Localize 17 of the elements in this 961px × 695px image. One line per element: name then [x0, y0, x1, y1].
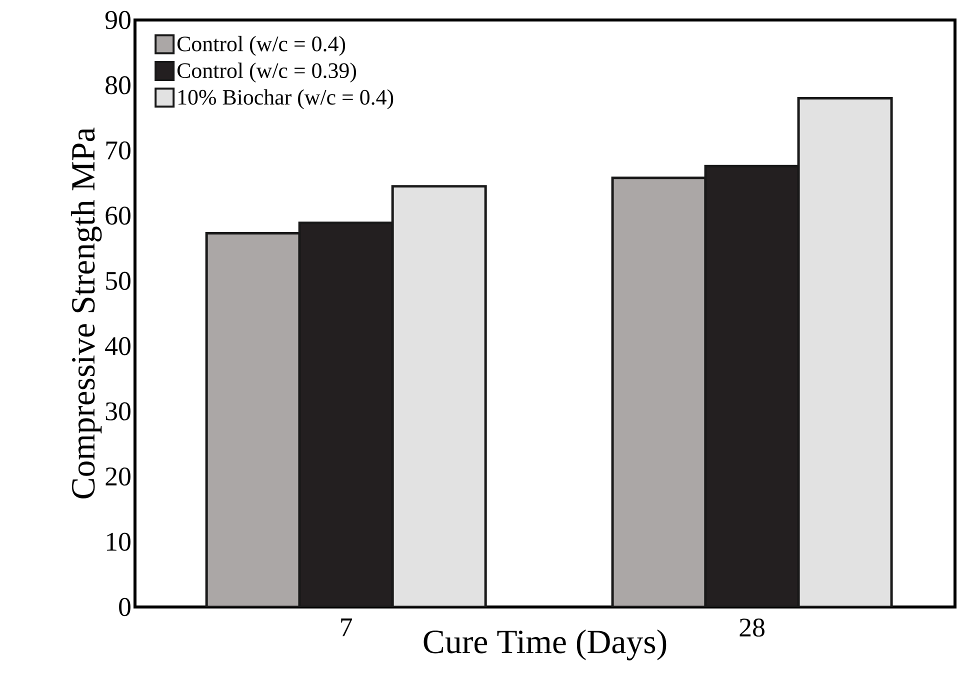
x-tick-label: 28 [740, 618, 764, 637]
y-tick-label: 10 [106, 532, 130, 551]
y-tick-label: 50 [106, 272, 130, 290]
y-tick-label: 0 [119, 598, 130, 616]
legend-label: Control (w/c = 0.39) [177, 62, 356, 82]
y-tick-label: 40 [105, 337, 130, 356]
y-tick-label: 20 [106, 467, 130, 486]
y-tick-label: 90 [105, 10, 130, 30]
y-tick-label: 70 [106, 141, 130, 160]
y-tick-label: 60 [106, 206, 130, 225]
y-tick-label: 30 [106, 402, 130, 420]
x-tick-label: 7 [341, 618, 352, 636]
y-axis-title: Compressive Strength MPa [70, 128, 102, 498]
y-tick-label: 80 [106, 76, 130, 94]
legend-label: Control (w/c = 0.4) [177, 36, 346, 56]
x-axis-title: Cure Time (Days) [424, 630, 666, 660]
legend-label: 10% Biochar (w/c = 0.4) [178, 89, 394, 110]
